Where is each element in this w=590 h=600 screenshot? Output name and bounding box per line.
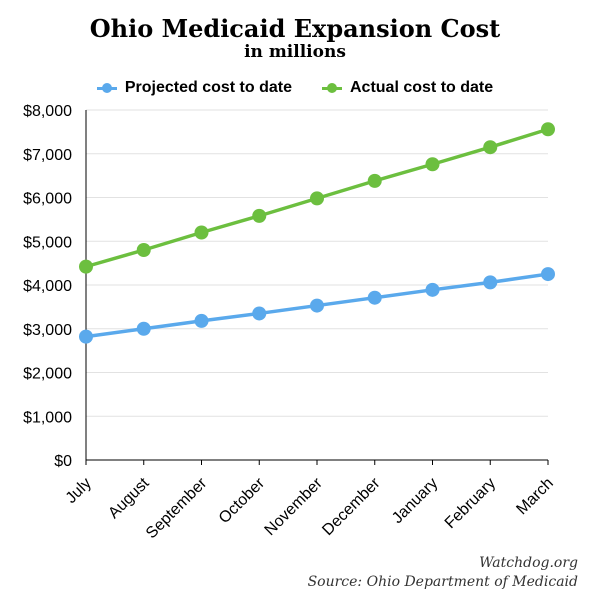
y-tick-label: $1,000 [23,409,72,426]
chart-title: Ohio Medicaid Expansion Cost [89,14,501,43]
data-point-projected [367,290,382,305]
data-point-projected [194,313,209,328]
x-tick-label: December [319,474,384,539]
source-attribution: Source: Ohio Department of Medicaid [307,574,578,590]
y-tick-label: $2,000 [23,366,72,383]
data-point-projected [425,282,440,297]
x-tick-label: August [105,474,153,522]
data-point-projected [483,275,498,290]
data-point-projected [310,298,324,313]
legend-item-actual: Actual cost to date [322,79,493,97]
x-tick-label: October [216,474,269,527]
chart-subtitle: in millions [244,42,346,62]
x-tick-label: September [143,474,211,542]
data-point-projected [541,267,555,282]
data-point-actual [425,157,440,172]
y-tick-label: $5,000 [23,234,72,251]
x-tick-label: November [262,474,327,539]
data-point-actual [252,208,267,223]
data-point-projected [136,321,151,336]
x-tick-label: March [513,475,556,518]
legend-swatch-projected [96,81,117,95]
legend-swatch-actual [322,81,342,95]
data-point-actual [367,173,382,188]
x-tick-label: February [442,475,499,532]
y-tick-label: $0 [54,453,72,470]
data-point-projected [79,329,93,344]
data-point-actual [541,122,555,137]
data-point-actual [194,225,209,240]
data-point-actual [483,140,498,155]
legend-item-projected: Projected cost to date [96,79,292,97]
data-point-actual [136,243,151,257]
legend-label-projected: Projected cost to date [124,79,292,96]
y-tick-label: $7,000 [23,147,72,164]
y-tick-label: $4,000 [23,278,72,295]
legend-label-actual: Actual cost to date [350,79,494,96]
legend: Projected cost to date Actual cost to da… [0,79,590,97]
data-point-actual [310,191,324,206]
x-tick-label: July [63,475,95,507]
y-tick-label: $3,000 [23,322,72,339]
y-tick-label: $8,000 [23,103,72,120]
data-point-projected [252,306,267,321]
x-tick-label: January [389,475,441,527]
y-tick-label: $6,000 [23,191,72,208]
data-point-actual [79,259,93,274]
source-credit: Watchdog.org [479,555,578,571]
